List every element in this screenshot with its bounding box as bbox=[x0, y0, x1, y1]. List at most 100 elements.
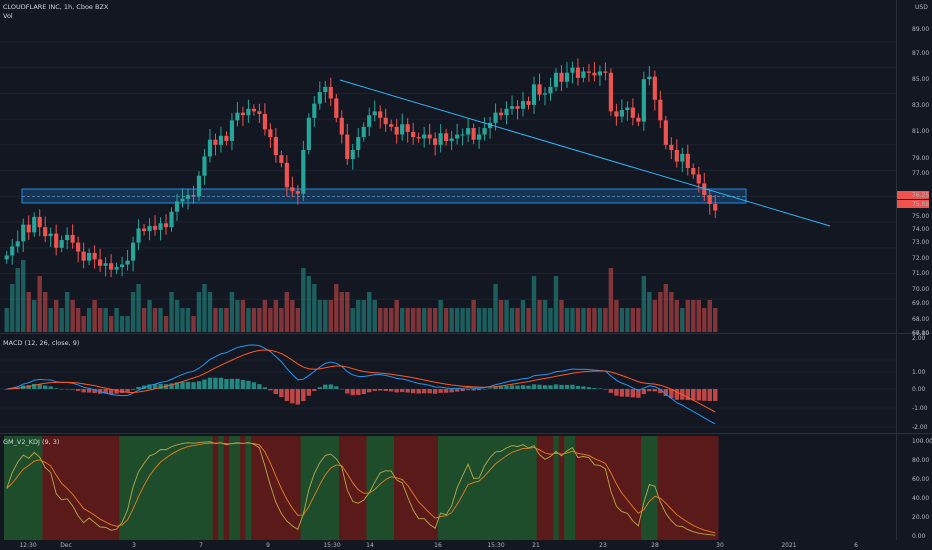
kd-background-band bbox=[42, 436, 49, 540]
kd-background-band bbox=[685, 436, 692, 540]
candle-body bbox=[630, 107, 635, 118]
volume-bar bbox=[169, 292, 174, 332]
volume-bar bbox=[619, 308, 625, 332]
candle-body bbox=[163, 223, 169, 228]
kd-background-band bbox=[465, 436, 472, 540]
time-tick-label: 15:30 bbox=[323, 542, 340, 549]
kd-background-band bbox=[553, 436, 560, 540]
time-tick-label: 3 bbox=[132, 542, 136, 549]
macd-histogram-bar bbox=[147, 384, 152, 389]
candle-body bbox=[246, 108, 251, 116]
macd-histogram-bar bbox=[169, 383, 174, 389]
volume-bar bbox=[696, 300, 701, 332]
volume-bar bbox=[691, 300, 696, 332]
support-zone[interactable] bbox=[21, 188, 747, 204]
volume-bar bbox=[108, 316, 114, 332]
macd-histogram-bar bbox=[306, 389, 312, 396]
candle-body bbox=[707, 195, 712, 205]
candle-body bbox=[207, 139, 213, 157]
price-tick-label: 77.00 bbox=[912, 170, 929, 177]
last-price-label: 75.08 bbox=[912, 201, 929, 208]
macd-histogram-bar bbox=[410, 389, 416, 394]
candle-body bbox=[185, 195, 191, 199]
volume-bar bbox=[59, 308, 64, 332]
kd-background-band bbox=[240, 436, 247, 540]
trendline[interactable] bbox=[339, 79, 831, 227]
volume-bar bbox=[548, 308, 553, 332]
macd-histogram-bar bbox=[64, 388, 70, 390]
kd-background-band bbox=[355, 436, 362, 540]
volume-bar bbox=[597, 308, 603, 332]
volume-bar bbox=[229, 292, 235, 332]
macd-histogram-bar bbox=[207, 377, 213, 389]
kd-background-band bbox=[580, 436, 587, 540]
candle-body bbox=[674, 149, 679, 162]
candle-body bbox=[339, 117, 344, 135]
macd-histogram-bar bbox=[262, 387, 268, 389]
kd-background-band bbox=[196, 436, 203, 540]
macd-histogram-bar bbox=[246, 380, 251, 389]
time-tick-label: 21 bbox=[532, 542, 540, 549]
kd-background-band bbox=[674, 436, 681, 540]
kd-background-band bbox=[97, 436, 104, 540]
candle-body bbox=[537, 84, 542, 95]
macd-histogram-bar bbox=[26, 385, 31, 389]
macd-histogram-bar bbox=[548, 385, 553, 389]
kd-panel bbox=[6, 441, 716, 536]
candle-body bbox=[520, 101, 526, 109]
macd-histogram-bar bbox=[691, 389, 696, 401]
candle-body bbox=[378, 111, 383, 118]
candle-body bbox=[559, 72, 564, 82]
macd-histogram-bar bbox=[59, 388, 64, 390]
kd-background-band bbox=[223, 436, 230, 540]
kd-background-band bbox=[690, 436, 697, 540]
kd-background-band bbox=[207, 436, 214, 540]
kd-background-band bbox=[393, 436, 400, 540]
kd-background-band bbox=[459, 436, 466, 540]
candle-body bbox=[614, 111, 619, 117]
volume-bar bbox=[410, 308, 416, 332]
kd-background-band bbox=[432, 436, 439, 540]
kd-background-band bbox=[696, 436, 703, 540]
candle-body bbox=[350, 149, 355, 159]
volume-bar bbox=[614, 300, 619, 332]
candle-body bbox=[76, 242, 81, 252]
kd-background-band bbox=[520, 436, 527, 540]
volume-bar bbox=[21, 260, 26, 332]
volume-bar bbox=[520, 300, 526, 332]
volume-bar bbox=[141, 308, 147, 332]
volume-bar bbox=[515, 308, 520, 332]
macd-histogram-bar bbox=[707, 389, 712, 402]
candle-body bbox=[317, 92, 322, 104]
kd-background-band bbox=[130, 436, 137, 540]
volume-bar bbox=[460, 308, 465, 332]
macd-histogram-bar bbox=[312, 389, 317, 392]
macd-histogram-bar bbox=[32, 383, 37, 389]
macd-histogram-bar bbox=[449, 389, 454, 393]
price-tick-label: 69.00 bbox=[912, 300, 929, 307]
macd-histogram-bar bbox=[317, 387, 323, 389]
kd-background-band bbox=[218, 436, 225, 540]
macd-histogram-bar bbox=[498, 386, 504, 389]
candle-body bbox=[26, 224, 31, 233]
volume-bar bbox=[389, 308, 394, 332]
volume-bar bbox=[641, 276, 647, 332]
macd-histogram-bar bbox=[663, 389, 669, 397]
volume-bar bbox=[378, 308, 383, 332]
kd-background-band bbox=[536, 436, 543, 540]
candle-body bbox=[592, 72, 597, 76]
kd-background-band bbox=[295, 436, 302, 540]
candle-body bbox=[548, 86, 553, 94]
macd-histogram-bar bbox=[553, 384, 559, 389]
kd-background-band bbox=[443, 436, 450, 540]
kd-background-band bbox=[470, 436, 477, 540]
macd-histogram-bar bbox=[531, 384, 537, 389]
kd-background-band bbox=[31, 436, 38, 540]
volume-bar bbox=[26, 292, 31, 332]
kd-background-band bbox=[36, 436, 43, 540]
macd-tick-label: 2.00 bbox=[912, 335, 926, 342]
symbol-title: CLOUDFLARE INC, 1h, Cboe BZX bbox=[3, 3, 109, 11]
macd-histogram-bar bbox=[119, 389, 125, 394]
candle-body bbox=[619, 110, 624, 117]
